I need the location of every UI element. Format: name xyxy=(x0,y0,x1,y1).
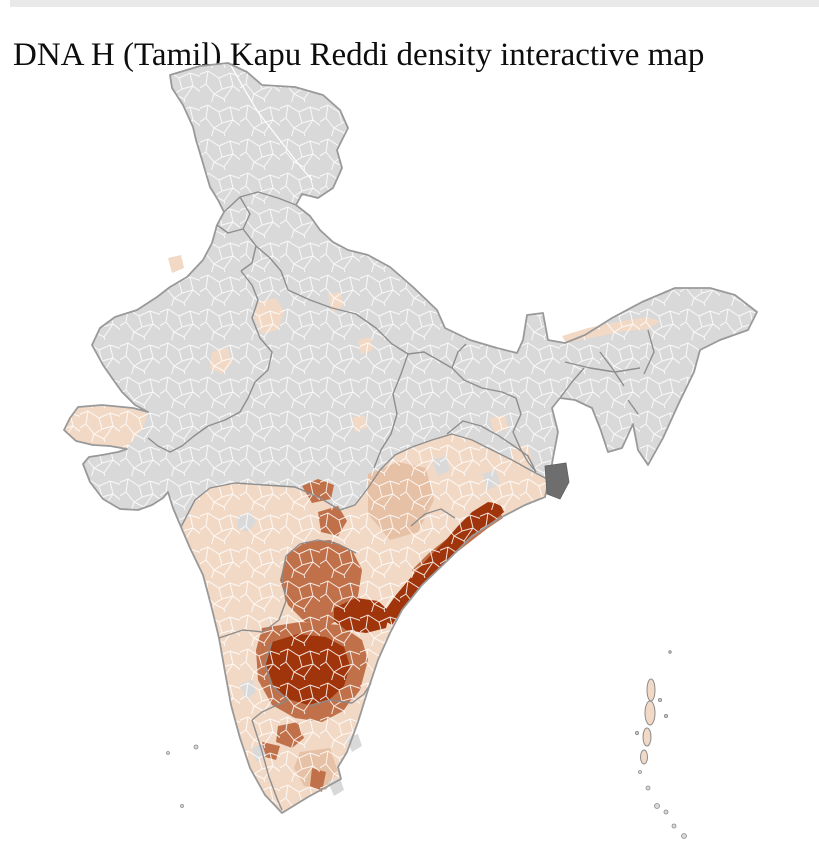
top-strip xyxy=(10,0,819,7)
kashmir-line xyxy=(229,63,313,181)
lakshadweep-islands[interactable] xyxy=(166,744,199,808)
state-borders xyxy=(147,191,655,811)
region-sundarbans xyxy=(544,462,570,500)
region-india-base[interactable] xyxy=(64,63,757,813)
india-outline xyxy=(63,62,758,814)
region-punjab-spot[interactable] xyxy=(168,255,184,273)
andaman-islands[interactable] xyxy=(635,650,672,765)
map-regions xyxy=(64,63,757,813)
nicobar-islands[interactable] xyxy=(638,770,687,839)
